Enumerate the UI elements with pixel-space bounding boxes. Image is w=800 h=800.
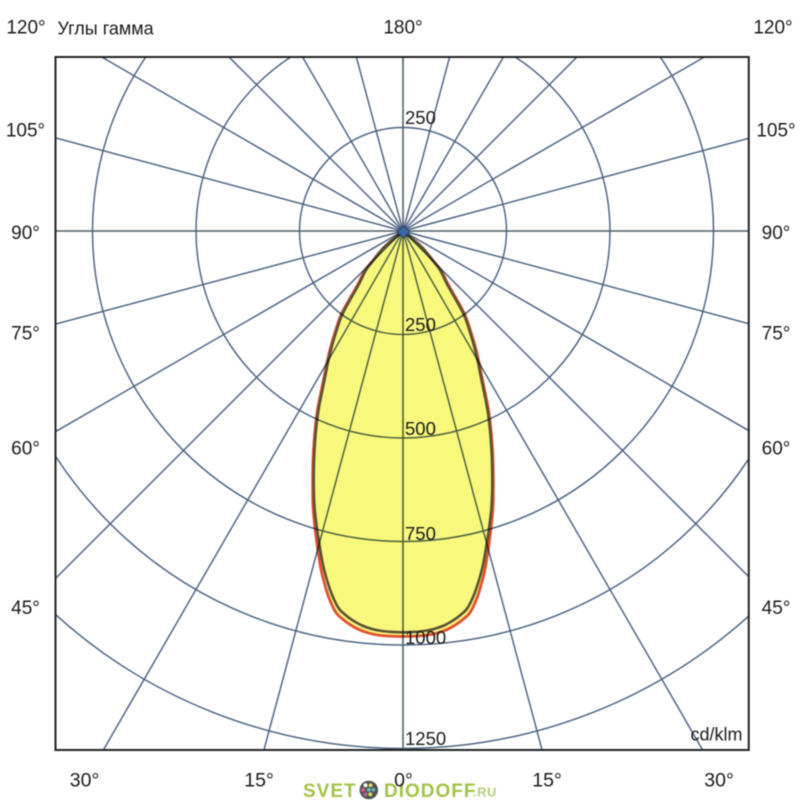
svg-text:45°: 45° (762, 598, 791, 619)
svg-text:15°: 15° (532, 770, 562, 792)
svg-text:1250: 1250 (405, 728, 446, 749)
svg-text:75°: 75° (762, 324, 791, 345)
svg-text:30°: 30° (70, 770, 100, 792)
svg-text:120°: 120° (6, 18, 45, 39)
svg-text:180°: 180° (383, 18, 422, 39)
svg-text:cd/klm: cd/klm (690, 725, 742, 745)
svg-text:105°: 105° (756, 120, 795, 141)
svg-text:45°: 45° (11, 598, 40, 619)
svg-text:60°: 60° (762, 439, 791, 460)
svg-text:250: 250 (405, 107, 436, 128)
svg-text:0°: 0° (394, 770, 413, 792)
svg-text:500: 500 (405, 418, 436, 439)
svg-text:250: 250 (405, 314, 436, 335)
svg-text:30°: 30° (704, 770, 734, 792)
svg-text:105°: 105° (6, 120, 45, 141)
svg-text:750: 750 (405, 523, 436, 544)
svg-text:Углы гамма: Углы гамма (58, 19, 155, 39)
svg-text:DIODOFF: DIODOFF (384, 781, 477, 800)
svg-text:90°: 90° (762, 223, 791, 244)
svg-text:60°: 60° (11, 439, 40, 460)
svg-text:90°: 90° (11, 223, 40, 244)
svg-text:SVET: SVET (303, 781, 357, 800)
svg-text:1000: 1000 (405, 627, 446, 648)
svg-text:15°: 15° (244, 770, 274, 792)
svg-text:75°: 75° (11, 324, 40, 345)
svg-text:.RU: .RU (473, 785, 497, 800)
svg-text:120°: 120° (753, 18, 792, 39)
